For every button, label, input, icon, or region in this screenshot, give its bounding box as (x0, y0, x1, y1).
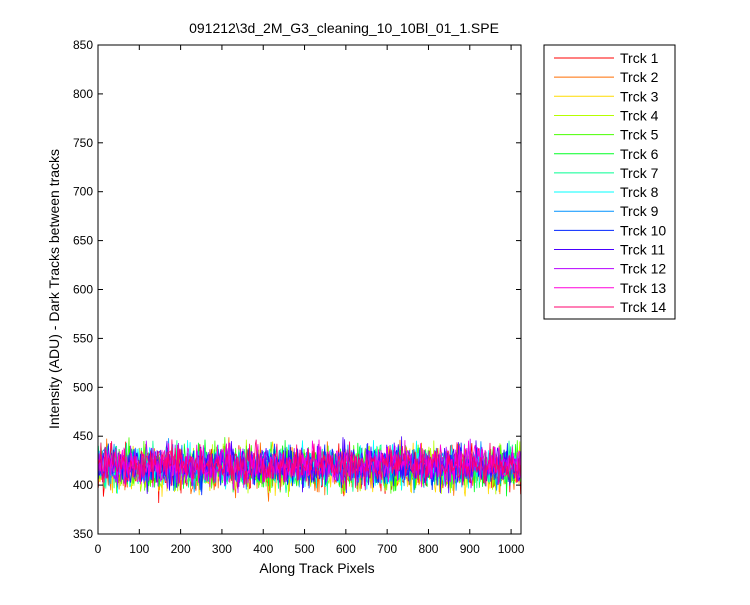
x-tick-label: 600 (336, 542, 356, 556)
y-tick-label: 350 (73, 527, 93, 541)
legend-label-10: Trck 10 (620, 222, 666, 238)
y-tick-label: 450 (73, 429, 93, 443)
x-tick-label: 1000 (498, 542, 525, 556)
legend-label-2: Trck 2 (620, 69, 659, 85)
y-tick-label: 750 (73, 136, 93, 150)
legend-label-14: Trck 14 (620, 299, 666, 315)
legend-label-13: Trck 13 (620, 280, 666, 296)
legend-items: Trck 1 Trck 2 Trck 3 Trck 4 Trck 5 Trck 6 Trck… (554, 50, 666, 315)
x-axis-label: Along Track Pixels (259, 560, 374, 576)
y-tick-label: 850 (73, 38, 93, 52)
legend-label-6: Trck 6 (620, 146, 659, 162)
legend-label-9: Trck 9 (620, 203, 659, 219)
y-tick-label: 650 (73, 234, 93, 248)
legend-label-1: Trck 1 (620, 50, 659, 66)
x-tick-label: 400 (253, 542, 273, 556)
legend-box (543, 44, 676, 320)
x-tick-label: 300 (212, 542, 232, 556)
legend-label-3: Trck 3 (620, 88, 659, 104)
x-tick-label: 500 (295, 542, 315, 556)
legend-label-4: Trck 4 (620, 107, 659, 123)
x-tick-label: 700 (377, 542, 397, 556)
legend-label-11: Trck 11 (620, 242, 665, 258)
x-tick-label: 800 (418, 542, 438, 556)
legend-label-5: Trck 5 (620, 127, 659, 143)
x-tick-label: 900 (460, 542, 480, 556)
x-ticks: 0 100 200 300 400 500 600 700 800 900 1000 (95, 45, 525, 556)
series-line-14 (98, 439, 521, 491)
y-tick-label: 500 (73, 380, 93, 394)
y-tick-label: 550 (73, 331, 93, 345)
x-tick-label: 100 (129, 542, 149, 556)
legend-label-8: Trck 8 (620, 184, 659, 200)
chart-title: 091212\3d_2M_G3_cleaning_10_10Bl_01_1.SP… (189, 20, 499, 36)
y-tick-label: 400 (73, 478, 93, 492)
y-ticks: 350 400 450 500 550 600 650 700 750 800 850 (73, 38, 521, 541)
x-tick-label: 0 (95, 542, 102, 556)
lines-layer (98, 436, 521, 504)
y-axis-label: Intensity (ADU) - Dark Tracks between tr… (46, 149, 62, 429)
legend-label-7: Trck 7 (620, 165, 659, 181)
legend-label-12: Trck 12 (620, 261, 666, 277)
legend: Trck 1 Trck 2 Trck 3 Trck 4 Trck 5 Trck 6 Trck… (543, 44, 676, 320)
y-tick-label: 600 (73, 283, 93, 297)
y-tick-label: 700 (73, 185, 93, 199)
x-tick-label: 200 (171, 542, 191, 556)
y-tick-label: 800 (73, 87, 93, 101)
